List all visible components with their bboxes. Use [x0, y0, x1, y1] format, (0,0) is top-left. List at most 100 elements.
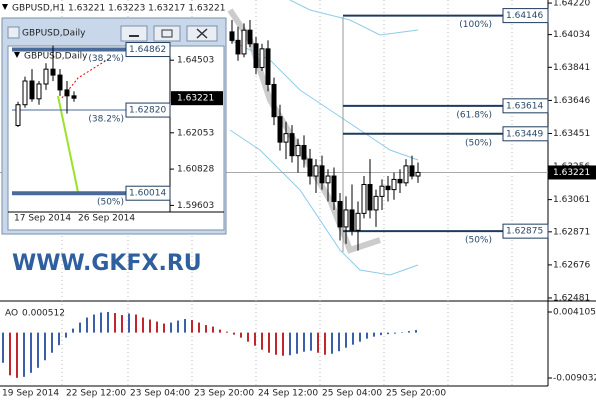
- band-lower: [229, 129, 419, 276]
- candle-body: [409, 165, 415, 177]
- ao-tick-label: -0.009032: [553, 374, 596, 384]
- header-triangle: [2, 4, 8, 10]
- ao-pane: 0.004105 -0.009032: [2, 307, 596, 384]
- candle-body: [241, 29, 247, 55]
- time-label: 25 Sep 20:00: [386, 389, 446, 399]
- candle-body: [403, 165, 409, 184]
- candle-body: [64, 89, 70, 97]
- level-price: 1.62875: [506, 227, 543, 237]
- ao-value: 0.000512: [22, 309, 65, 319]
- candle-body: [43, 68, 49, 85]
- inset-window-title: GBPUSD,Daily: [22, 29, 86, 39]
- candle-body: [319, 165, 325, 184]
- inset-trend-green: [57, 95, 79, 193]
- level-box: [502, 98, 549, 114]
- price-tick-label: 1.64034: [553, 30, 590, 40]
- inset-pane: 1.64503 1.62053 1.60828 1.59603 1.64862 (38.2…: [12, 42, 223, 224]
- candle-body: [15, 104, 21, 126]
- candle-body: [50, 68, 56, 76]
- candle-body: [71, 95, 77, 99]
- inset-level-percent: (38.2%): [88, 54, 124, 64]
- band-upper: [289, 0, 419, 36]
- candle-body: [22, 80, 28, 106]
- candle-body: [331, 175, 337, 202]
- level-box: [502, 126, 549, 142]
- price-tick-label: 1.62481: [553, 293, 590, 303]
- candle-body: [349, 209, 355, 231]
- candle-body: [313, 165, 319, 177]
- level-percent: (50%): [465, 138, 492, 148]
- candle-body: [343, 209, 349, 228]
- inset-date: 26 Sep 2014: [78, 214, 135, 224]
- candle-body: [325, 175, 331, 184]
- candle-body: [337, 200, 343, 228]
- inset-level-percent: (50%): [97, 198, 124, 208]
- maximize-button[interactable]: [153, 25, 181, 42]
- time-label: 25 Sep 04:00: [322, 389, 382, 399]
- inset-price-label: 1.64503: [177, 56, 214, 66]
- price-tick-label: 1.63841: [553, 63, 590, 73]
- candle-body: [235, 39, 241, 55]
- inset-price-label: 1.62053: [177, 128, 214, 138]
- price-tick-label: 1.62871: [553, 227, 590, 237]
- candle-body: [307, 158, 313, 177]
- time-label: 19 Sep 2014: [2, 389, 59, 399]
- level-price: 1.64146: [506, 11, 543, 21]
- inset-level-box: [125, 185, 171, 201]
- price-tick-label: 1.63451: [553, 129, 590, 139]
- inset-window: GBPUSD,Daily GBPUSD,Daily 1.64503 1.62053…: [1, 17, 227, 235]
- inset-level-percent: (38.2%): [88, 115, 124, 125]
- current-price-box: [548, 165, 596, 180]
- candle-body: [229, 31, 235, 41]
- level-percent: (50%): [465, 236, 492, 246]
- candle-body: [265, 48, 271, 85]
- candle-body: [253, 43, 259, 68]
- time-label: 22 Sep 12:00: [66, 389, 126, 399]
- time-label: 24 Sep 12:00: [258, 389, 318, 399]
- candle-body: [259, 48, 265, 68]
- window-icon: [7, 26, 20, 39]
- inset-price-label: 1.59603: [177, 201, 214, 211]
- ao-tick-label: 0.004105: [553, 307, 596, 317]
- inset-current-label: 1.63221: [177, 94, 214, 104]
- candle-body: [247, 29, 253, 45]
- level-percent: (61.8%): [456, 110, 492, 120]
- watermark: WWW.GKFX.RU: [12, 251, 202, 276]
- candle-body: [29, 80, 35, 100]
- candle-body: [283, 133, 289, 143]
- inset-level-box: [125, 102, 171, 118]
- minimize-button[interactable]: [120, 25, 148, 42]
- price-tick-label: 1.62676: [553, 260, 590, 270]
- candle-body: [379, 185, 385, 197]
- candle-body: [355, 212, 361, 231]
- level-box: [502, 223, 549, 239]
- candle-body: [36, 83, 42, 100]
- inset-date: 17 Sep 2014: [14, 214, 71, 224]
- candle-body: [277, 116, 283, 143]
- level-percent: (100%): [459, 20, 492, 30]
- inset-header: GBPUSD,Daily: [24, 52, 88, 62]
- time-label: 23 Sep 20:00: [194, 389, 254, 399]
- inset-level-box: [125, 42, 171, 58]
- candle-body: [57, 74, 63, 91]
- candle-body: [373, 195, 379, 211]
- price-tick-label: 1.64220: [553, 0, 590, 9]
- chart-header: GBPUSD,H1 1.63221 1.63223 1.63217 1.6322…: [12, 4, 225, 14]
- inset-current-box: [171, 91, 223, 106]
- level-price: 1.63449: [506, 129, 543, 139]
- candle-body: [391, 178, 397, 191]
- inset-level-price: 1.62820: [129, 106, 166, 116]
- candle-body: [385, 185, 391, 191]
- time-label: 23 Sep 04:00: [130, 389, 190, 399]
- inset-level-price: 1.64862: [129, 45, 166, 55]
- candle-body: [367, 184, 373, 211]
- price-tick-label: 1.63061: [553, 195, 590, 205]
- level-price: 1.63614: [506, 101, 543, 111]
- ao-name: AO: [5, 309, 18, 319]
- inset-price-label: 1.60828: [177, 165, 214, 175]
- candle-body: [301, 145, 307, 160]
- candle-body: [271, 83, 277, 118]
- candle-body: [361, 184, 367, 214]
